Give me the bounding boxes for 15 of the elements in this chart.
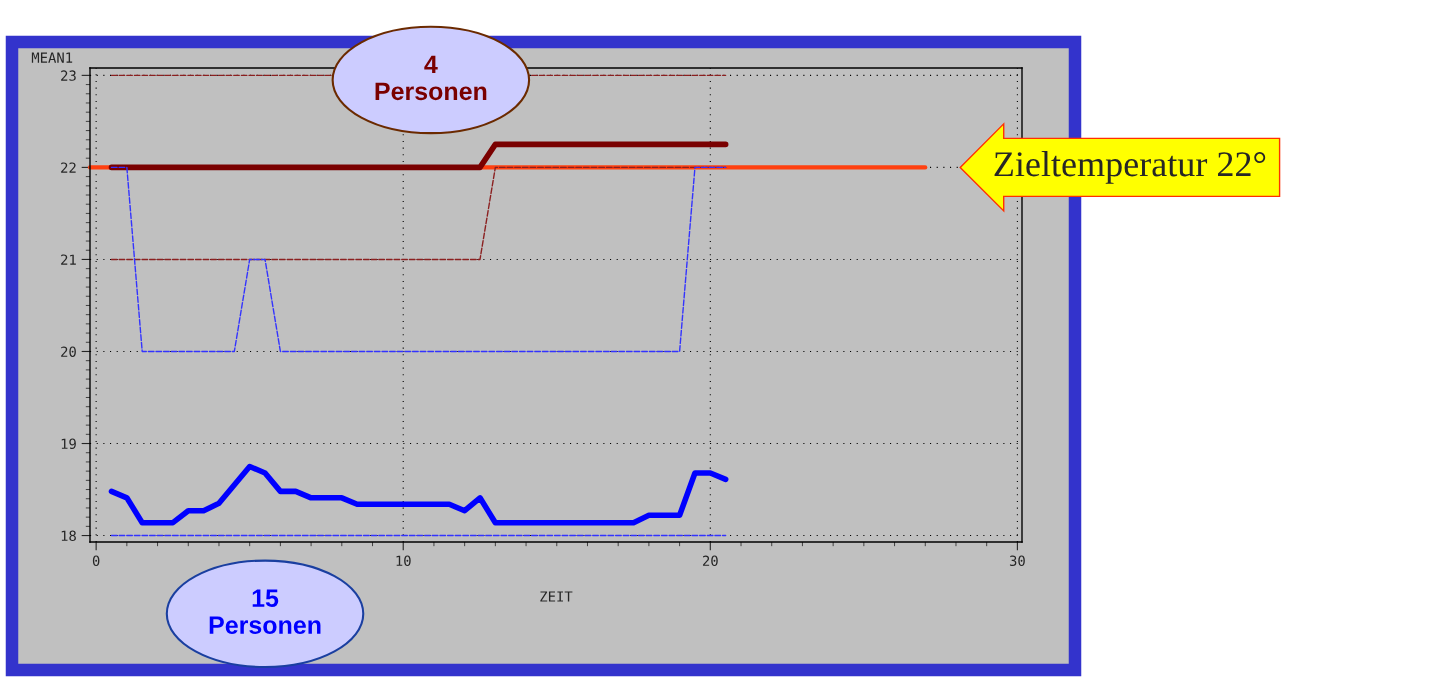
- series-label: 4 Personen: [375, 55, 487, 101]
- text: 15 Personen: [209, 589, 321, 634]
- y-tick-label: 18: [61, 530, 76, 542]
- y-tick-label: 22: [61, 162, 76, 173]
- y-tick-label: 19: [61, 438, 76, 450]
- y-axis-title: MEAN1: [31, 52, 73, 63]
- x-tick-label: 30: [1009, 555, 1025, 567]
- x-tick-label: 20: [702, 555, 718, 567]
- y-tick-label: 23: [61, 70, 76, 81]
- x-axis-title: ZEIT: [540, 591, 573, 602]
- ref-line-label: Zieltemperatur 22°: [994, 151, 1266, 184]
- x-tick-label: 0: [92, 555, 100, 567]
- y-tick-label: 21: [61, 254, 76, 265]
- x-tick-label: 10: [396, 555, 411, 567]
- y-tick-label: 20: [61, 346, 76, 357]
